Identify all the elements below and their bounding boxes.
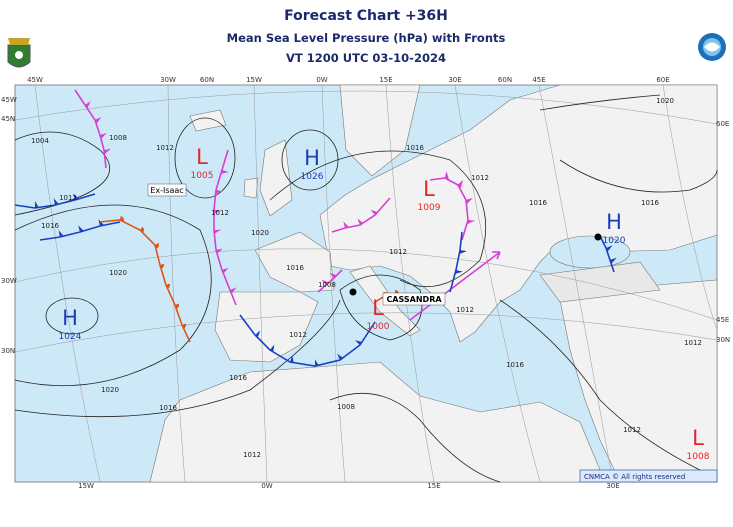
grid-label: 0W	[261, 482, 272, 490]
grid-label: 30N	[1, 347, 15, 355]
grid-label: 45W	[1, 96, 17, 104]
isobar-label: 1016	[41, 222, 59, 230]
copyright: CNMCA © All rights reserved	[584, 473, 685, 481]
graticule	[14, 84, 718, 483]
isobar-label: 1012	[623, 426, 641, 434]
isobar-label: 1012	[456, 306, 474, 314]
grid-label: 45E	[716, 316, 729, 324]
isobar-label: 1004	[31, 137, 49, 145]
pressure-value: 1026	[301, 172, 324, 182]
isobar-label: 1012	[684, 339, 702, 347]
grid-label: 45W	[27, 76, 43, 84]
left-logo	[7, 38, 31, 68]
map-area	[14, 84, 718, 483]
grid-label: 30N	[716, 336, 730, 344]
isobar-label: 1020	[656, 97, 674, 105]
grid-label: 45N	[1, 115, 15, 123]
pressure-value: 1008	[687, 452, 710, 462]
grid-label: 30W	[160, 76, 176, 84]
grid-label: 30W	[1, 277, 17, 285]
pressure-symbol: H	[304, 146, 320, 170]
pressure-value: 1009	[418, 203, 441, 213]
grid-label: 15E	[379, 76, 392, 84]
pressure-symbol: L	[196, 145, 208, 169]
grid-label: 60E	[656, 76, 669, 84]
grid-label: 60N	[498, 76, 512, 84]
storm-label: CASSANDRA	[386, 295, 442, 304]
isobar-label: 1020	[109, 269, 127, 277]
isobar-label: 1008	[318, 281, 336, 289]
pressure-symbol: H	[62, 306, 78, 330]
isobar-label: 1012	[243, 451, 261, 459]
grid-label: 60N	[200, 76, 214, 84]
storm-label: Ex-Isaac	[150, 186, 183, 195]
isobar-label: 1008	[337, 403, 355, 411]
isobar-label: 1020	[101, 386, 119, 394]
grid-label: 45E	[532, 76, 545, 84]
isobar-label: 1012	[289, 331, 307, 339]
isobar-label: 1016	[641, 199, 659, 207]
isobar-label: 1012	[156, 144, 174, 152]
isobar-label: 1016	[229, 374, 247, 382]
pressure-value: 1020	[603, 236, 626, 246]
isobar-label: 1016	[159, 404, 177, 412]
isobar-label: 1016	[286, 264, 304, 272]
isobar-label: 1012	[389, 248, 407, 256]
title: Forecast Chart +36H	[284, 8, 448, 24]
isobar-label: 1016	[506, 361, 524, 369]
valid-time: VT 1200 UTC 03-10-2024	[286, 51, 446, 65]
pressure-symbol: L	[423, 177, 435, 201]
isobar-label: 1020	[251, 229, 269, 237]
isobar-label: 1012	[59, 194, 77, 202]
isobar-label: 1012	[471, 174, 489, 182]
grid-label: 0W	[316, 76, 327, 84]
grid-label: 60E	[716, 120, 729, 128]
isobar-label: 1016	[529, 199, 547, 207]
grid-label: 15W	[78, 482, 94, 490]
pressure-symbol: L	[692, 426, 704, 450]
pressure-value: 1024	[59, 332, 82, 342]
pressure-symbol: H	[606, 210, 622, 234]
isobar-label: 1016	[406, 144, 424, 152]
pressure-value: 1000	[367, 322, 390, 332]
grid-label: 15E	[427, 482, 440, 490]
pressure-symbol: L	[372, 296, 384, 320]
isobar-label: 1012	[211, 209, 229, 217]
isobar-label: 1008	[109, 134, 127, 142]
pressure-value: 1005	[191, 171, 214, 181]
grid-label: 30E	[448, 76, 461, 84]
right-logo	[698, 33, 726, 61]
grid-label: 30E	[606, 482, 619, 490]
grid-label: 15W	[246, 76, 262, 84]
fronts	[14, 89, 614, 367]
subtitle: Mean Sea Level Pressure (hPa) with Front…	[227, 31, 506, 45]
